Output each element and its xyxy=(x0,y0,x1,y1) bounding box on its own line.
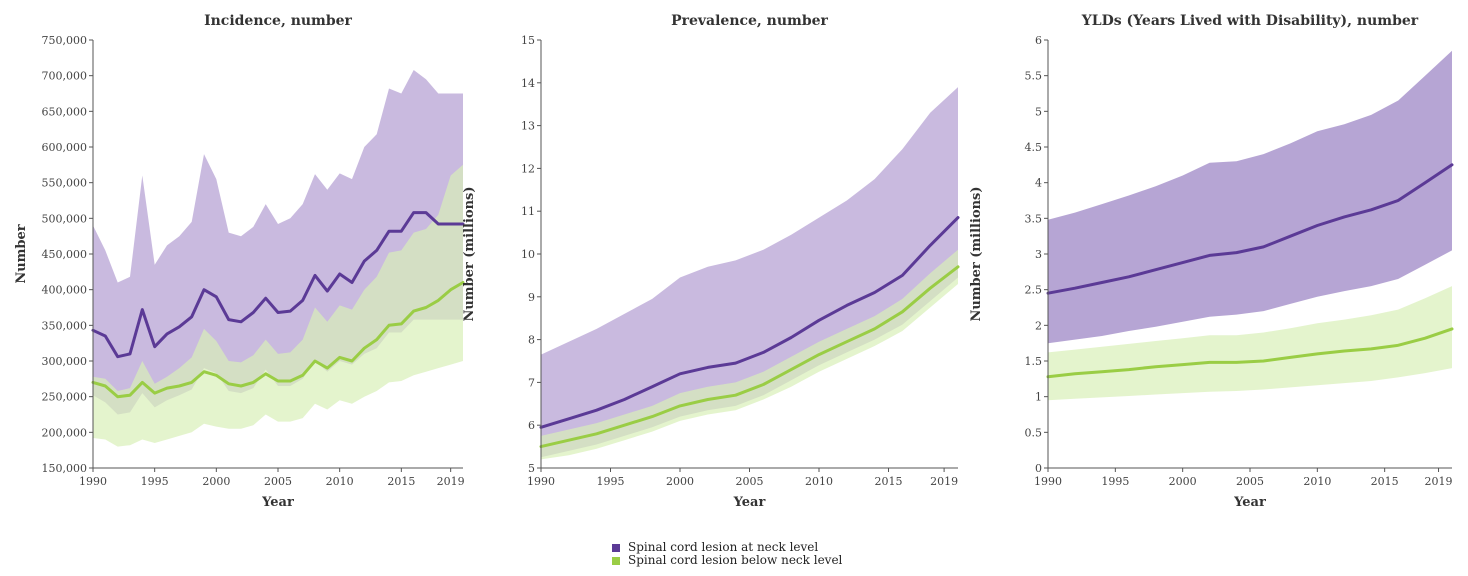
y-tick-label: 0.5 xyxy=(1025,426,1043,439)
y-tick-label: 9 xyxy=(528,291,535,304)
y-tick-label: 1.5 xyxy=(1025,355,1043,368)
y-tick-label: 4.5 xyxy=(1025,141,1043,154)
x-tick-label: 2010 xyxy=(326,475,354,488)
uncertainty-band-below-neck xyxy=(93,164,463,447)
y-tick-label: 5.5 xyxy=(1025,70,1043,83)
x-tick-label: 1990 xyxy=(79,475,107,488)
legend-item-neck: Spinal cord lesion at neck level xyxy=(612,541,842,554)
y-tick-label: 6 xyxy=(1035,34,1042,47)
chart-title: Incidence, number xyxy=(204,13,352,29)
x-tick-label: 2019 xyxy=(930,475,958,488)
y-tick-label: 2 xyxy=(1035,319,1042,332)
y-tick-label: 650,000 xyxy=(42,105,88,118)
y-tick-label: 600,000 xyxy=(42,141,88,154)
y-tick-label: 15 xyxy=(521,34,535,47)
y-tick-label: 200,000 xyxy=(42,426,88,439)
chart-panel-ylds: 0 0.5 1 1.5 2 2.5 3 3.5 4 4.5 5 5.5 6 1990 1995 2000 200… xyxy=(969,13,1454,510)
y-tick-label: 11 xyxy=(521,205,535,218)
chart-panel-incidence: 150,000 200,000 250,000 300,000 350,000 400,0… xyxy=(14,13,465,510)
y-tick-label: 500,000 xyxy=(42,212,88,225)
y-tick-label: 14 xyxy=(521,77,535,90)
x-tick-label: 1995 xyxy=(597,475,625,488)
x-tick-label: 2015 xyxy=(1371,475,1399,488)
x-tick-label: 2015 xyxy=(387,475,415,488)
x-tick-label: 2005 xyxy=(264,475,292,488)
y-tick-label: 13 xyxy=(521,120,535,133)
x-axis-title: Year xyxy=(1233,495,1266,510)
chart-title: Prevalence, number xyxy=(671,13,828,29)
series-line-neck xyxy=(539,216,960,429)
y-tick-label: 8 xyxy=(528,334,535,347)
y-tick-label: 4 xyxy=(1035,177,1042,190)
y-tick-label: 350,000 xyxy=(42,319,88,332)
y-tick-label: 6 xyxy=(528,419,535,432)
y-tick-label: 150,000 xyxy=(42,462,88,475)
x-tick-label: 1995 xyxy=(1101,475,1129,488)
y-tick-label: 7 xyxy=(528,376,535,389)
y-tick-label: 2.5 xyxy=(1025,284,1043,297)
uncertainty-band-neck xyxy=(1048,50,1452,344)
x-tick-label: 2010 xyxy=(805,475,833,488)
y-tick-label: 400,000 xyxy=(42,284,88,297)
x-tick-label: 2000 xyxy=(666,475,694,488)
y-tick-label: 3.5 xyxy=(1025,212,1043,225)
chart-title: YLDs (Years Lived with Disability), numb… xyxy=(1081,13,1419,29)
series-line-neck xyxy=(91,211,465,359)
x-tick-label: 2019 xyxy=(437,475,465,488)
x-tick-label: 1990 xyxy=(527,475,555,488)
y-tick-label: 3 xyxy=(1035,248,1042,261)
series-line-below-neck xyxy=(1046,327,1454,379)
y-axis-title: Number (millions) xyxy=(462,186,477,321)
chart-panel-prevalence: 5 6 7 8 9 10 11 12 13 14 15 1990 1995 2000 2005 2010 201… xyxy=(462,13,960,510)
y-tick-label: 5 xyxy=(528,462,535,475)
y-tick-label: 700,000 xyxy=(42,70,88,83)
y-tick-label: 750,000 xyxy=(42,34,88,47)
y-tick-label: 250,000 xyxy=(42,391,88,404)
legend-label-neck: Spinal cord lesion at neck level xyxy=(628,540,819,554)
uncertainty-band-neck xyxy=(541,87,958,458)
y-tick-label: 1 xyxy=(1035,391,1042,404)
legend-label-below-neck: Spinal cord lesion below neck level xyxy=(628,553,843,567)
y-axis-title: Number (millions) xyxy=(969,186,984,321)
x-tick-label: 2010 xyxy=(1303,475,1331,488)
x-tick-label: 2000 xyxy=(202,475,230,488)
x-tick-label: 2015 xyxy=(875,475,903,488)
legend-swatch-neck xyxy=(612,543,620,552)
x-axis-title: Year xyxy=(261,495,294,510)
series-line-below-neck xyxy=(91,281,465,399)
x-tick-label: 1990 xyxy=(1034,475,1062,488)
y-tick-label: 0 xyxy=(1035,462,1042,475)
y-tick-label: 5 xyxy=(1035,105,1042,118)
y-tick-label: 550,000 xyxy=(42,177,88,190)
uncertainty-band-below-neck xyxy=(1048,286,1452,401)
x-axis-title: Year xyxy=(733,495,766,510)
legend: Spinal cord lesion at neck level Spinal … xyxy=(612,541,842,567)
x-tick-label: 2005 xyxy=(736,475,764,488)
y-tick-label: 450,000 xyxy=(42,248,88,261)
x-tick-label: 2005 xyxy=(1236,475,1264,488)
legend-item-below-neck: Spinal cord lesion below neck level xyxy=(612,554,842,567)
x-tick-label: 1995 xyxy=(141,475,169,488)
y-tick-label: 300,000 xyxy=(42,355,88,368)
y-axis-title: Number xyxy=(14,224,29,283)
legend-swatch-below-neck xyxy=(612,556,620,565)
y-tick-label: 10 xyxy=(521,248,535,261)
series-line-below-neck xyxy=(539,265,960,449)
x-tick-label: 2000 xyxy=(1169,475,1197,488)
series-line-neck xyxy=(1046,163,1454,295)
x-tick-label: 2019 xyxy=(1425,475,1453,488)
y-tick-label: 12 xyxy=(521,162,535,175)
